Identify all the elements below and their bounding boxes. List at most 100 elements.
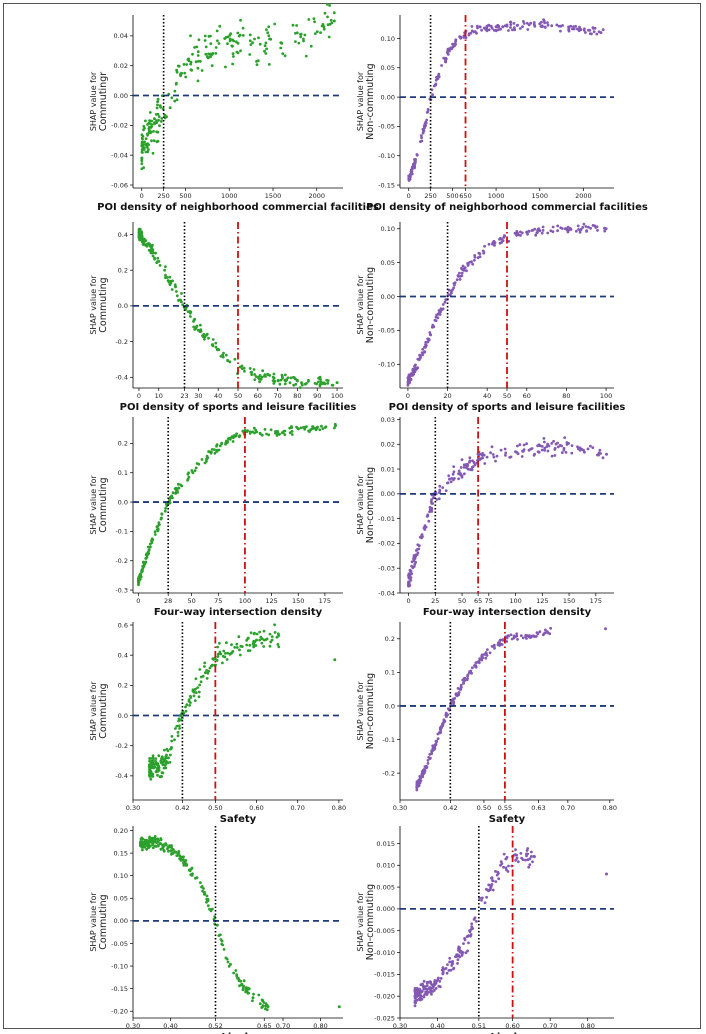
scatter-point	[487, 28, 491, 32]
scatter-point	[408, 584, 412, 587]
scatter-point	[139, 843, 142, 847]
scatter-point	[239, 18, 242, 22]
scatter-point	[509, 26, 512, 29]
scatter-point	[424, 991, 428, 994]
scatter-point	[171, 491, 175, 495]
scatter-point	[150, 539, 153, 543]
scatter-point	[480, 898, 483, 902]
scatter-point	[252, 639, 256, 643]
scatter-point	[527, 230, 531, 233]
scatter-point	[460, 475, 464, 479]
scatter-point	[202, 335, 205, 339]
scatter-point	[328, 4, 331, 7]
y-axis-label-line1: SHAP value for	[89, 275, 98, 335]
scatter-point	[315, 30, 319, 33]
scatter-points	[415, 626, 608, 792]
scatter-point	[226, 651, 230, 655]
scatter-point	[137, 227, 141, 231]
y-tick-label: 0.4	[118, 231, 128, 239]
scatter-point	[185, 63, 189, 66]
scatter-point	[248, 643, 252, 647]
scatter-point	[165, 747, 169, 751]
scatter-point	[492, 455, 496, 459]
scatter-point	[421, 127, 425, 131]
y-tick-label: -0.06	[111, 181, 128, 189]
scatter-point	[252, 426, 256, 430]
scatter-point	[276, 632, 280, 636]
y-tick-label: -0.2	[382, 769, 395, 777]
scatter-point	[231, 44, 234, 48]
scatter-point	[253, 37, 256, 41]
scatter-point	[214, 52, 218, 55]
scatter-point	[420, 772, 424, 776]
scatter-point	[255, 60, 258, 63]
scatter-point	[155, 770, 159, 774]
scatter-point	[522, 22, 526, 25]
scatter-point	[195, 45, 199, 49]
scatter-point	[505, 640, 509, 643]
scatter-point	[431, 93, 434, 96]
scatter-point	[179, 713, 183, 717]
scatter-point	[444, 489, 448, 492]
y-tick-label: 0.005	[376, 883, 395, 891]
scatter-point	[231, 62, 235, 66]
scatter-point	[323, 382, 327, 386]
scatter-point	[250, 373, 254, 376]
scatter-point	[255, 632, 259, 636]
scatter-point	[485, 895, 488, 899]
scatter-point	[168, 845, 172, 848]
scatter-point	[444, 58, 447, 61]
x-tick-label: 0	[407, 192, 411, 200]
scatter-point	[163, 763, 167, 767]
scatter-point	[422, 526, 426, 530]
scatter-point	[604, 227, 608, 231]
y-tick-label: 0.02	[114, 62, 128, 70]
scatter-point	[493, 241, 497, 245]
scatter-point	[460, 274, 464, 277]
y-tick-label: -0.02	[378, 540, 395, 548]
scatter-point	[157, 115, 161, 118]
scatter-point	[439, 977, 443, 980]
scatter-point	[152, 139, 156, 143]
scatter-point	[155, 121, 159, 124]
scatter-point	[153, 844, 157, 848]
scatter-point	[435, 313, 438, 317]
scatter-point	[242, 366, 246, 370]
scatter-point	[591, 446, 595, 449]
x-tick-label: 650	[459, 192, 471, 200]
scatter-point	[303, 33, 307, 37]
scatter-point	[509, 633, 513, 637]
scatter-point	[432, 496, 435, 500]
scatter-point	[137, 580, 140, 583]
scatter-point	[204, 52, 208, 56]
scatter-point	[192, 320, 195, 323]
scatter-point	[318, 428, 322, 432]
scatter-point	[422, 979, 426, 983]
scatter-point	[419, 134, 423, 138]
scatter-point	[462, 465, 466, 469]
chart-panel-c6: 0.03 0.02 0.01 0.00 -0.01 -0.02 -0.03 -0.04 0 25 5…	[356, 416, 614, 618]
x-axis-label: POI density of neighborhood commercial f…	[97, 202, 379, 213]
scatter-point	[203, 665, 206, 668]
scatter-point	[147, 148, 150, 152]
scatter-point	[321, 427, 325, 430]
scatter-points	[406, 222, 608, 387]
scatter-point	[158, 264, 162, 267]
scatter-point	[156, 100, 160, 104]
scatter-point	[468, 671, 471, 675]
scatter-point	[501, 25, 504, 28]
scatter-point	[204, 45, 208, 49]
scatter-point	[599, 31, 603, 35]
scatter-point	[207, 336, 210, 340]
scatter-point	[148, 244, 152, 247]
scatter-point	[141, 151, 144, 154]
chart-panel-c4: 0.10 0.05 0.00 -0.05 -0.10 0 20 40 50 60 80 100 POI …	[356, 222, 625, 413]
scatter-point	[198, 683, 202, 687]
scatter-point	[178, 727, 182, 730]
scatter-point	[540, 231, 544, 235]
x-tick-label: 250	[424, 192, 436, 200]
scatter-point	[196, 686, 200, 689]
scatter-point	[461, 951, 465, 954]
scatter-point	[215, 444, 218, 448]
x-tick-label: 100	[509, 597, 521, 605]
